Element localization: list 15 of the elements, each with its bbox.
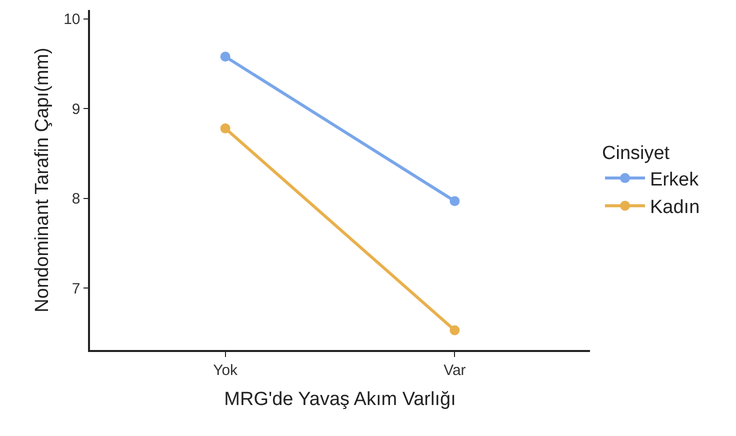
x-tick-label: Yok	[213, 362, 238, 379]
legend-label: Erkek	[650, 169, 700, 190]
y-tick-label: 9	[72, 100, 80, 118]
point	[220, 52, 230, 62]
y-axis-title: Nondominant Tarafin Çapı(mm)	[32, 48, 53, 312]
legend-title: Cinsiyet	[602, 143, 670, 164]
point	[220, 123, 230, 134]
y-tick-label: 10	[64, 11, 80, 28]
point	[450, 196, 460, 206]
y-tick-label: 8	[72, 190, 80, 208]
x-tick-label: Var	[444, 362, 466, 379]
y-tick-label: 7	[72, 280, 80, 298]
point	[450, 325, 460, 336]
x-axis-title: MRG'de Yavaş Akım Varlığı	[224, 389, 456, 410]
legend-label: Kadın	[650, 197, 700, 218]
